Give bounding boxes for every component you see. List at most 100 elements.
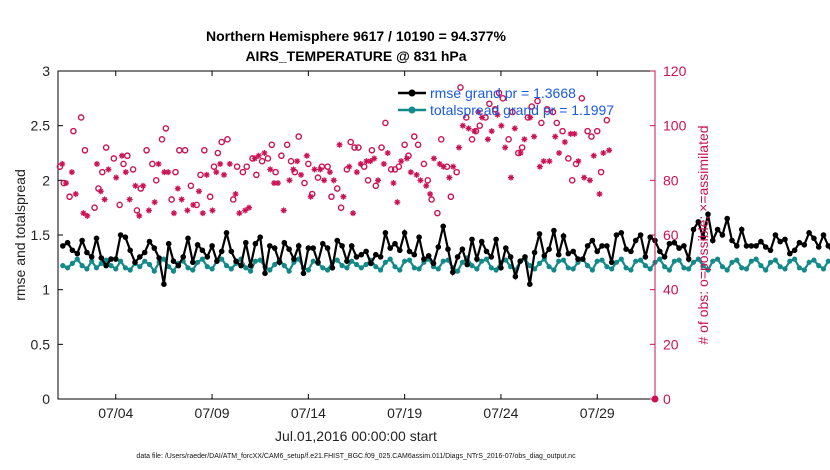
rmse-point [594,248,600,255]
obs-assimilated-marker [536,163,543,170]
rmse-point [348,243,355,249]
totalspread-point [334,257,340,263]
obs-assimilated-marker [581,174,588,181]
totalspread-point [724,267,730,273]
rmse-point [252,240,259,247]
obs-assimilated-marker [151,199,158,206]
legend-rmse-label: rmse grand pr = 1.3668 [430,85,576,101]
right-tick-label: 20 [663,336,679,352]
x-tick-label: 07/04 [98,405,133,421]
totalspread-point [589,267,596,273]
totalspread-point [719,264,726,270]
obs-assimilated-marker [126,196,133,203]
obs-possible-marker [152,177,160,184]
rmse-point [599,243,605,249]
obs-possible-marker [486,100,493,108]
obs-possible-marker [491,105,499,113]
obs-assimilated-marker [398,158,405,165]
totalspread-point [604,264,610,270]
obs-assimilated-marker [190,201,197,208]
totalspread-point [729,259,735,265]
rmse-point [666,240,673,247]
totalspread-point [151,268,157,274]
rmse-point [743,243,750,249]
obs-assimilated-marker [203,171,210,178]
totalspread-point [483,256,490,262]
rmse-point [767,247,774,254]
rmse-point [190,259,196,266]
rmse-point [243,239,249,246]
obs-possible-marker [91,204,98,211]
right-tick-label: 40 [663,282,679,298]
left-axis-ticks: 0 0.5 1 1.5 2 2.5 3 [31,63,63,407]
totalspread-point [782,266,788,272]
rmse-point [397,247,403,254]
obs-assimilated-marker [97,188,104,195]
rmse-point [560,233,567,239]
obs-assimilated-marker [571,130,578,137]
totalspread-point [488,265,494,271]
rmse-point [122,234,129,240]
totalspread-point [715,256,721,262]
obs-assimilated-marker [217,160,224,167]
obs-assimilated-marker [80,210,87,217]
rmse-point [613,232,620,238]
obs-assimilated-marker [140,182,147,189]
obs-assimilated-marker [132,182,139,189]
obs-possible-marker [295,133,303,140]
totalspread-point [339,263,345,269]
rmse-point [772,232,779,238]
totalspread-point [79,263,85,269]
totalspread-point [609,266,615,272]
left-tick-label: 1 [42,282,50,298]
obs-assimilated-marker [436,160,443,167]
totalspread-point [816,263,822,269]
obs-possible-marker [305,160,312,168]
legend-spread-label: totalspread grand pr = 1.1997 [430,102,614,118]
totalspread-point [753,256,759,262]
totalspread-point [127,267,133,273]
totalspread-point [382,259,388,265]
totalspread-point [392,264,398,270]
totalspread-point [185,265,191,271]
obs-assimilated-marker [423,182,430,189]
totalspread-point [455,268,461,274]
obs-assimilated-marker [136,212,143,219]
left-tick-label: 1.5 [31,227,51,243]
totalspread-point [286,268,292,274]
obs-possible-marker [206,193,214,201]
obs-assimilated-marker [93,160,100,167]
rmse-point [315,259,321,266]
rmse-point [281,239,288,246]
rmse-point [464,261,471,268]
obs-assimilated-marker [59,160,66,167]
obs-possible-marker [268,141,276,149]
obs-assimilated-marker [407,169,414,176]
rmse-point [488,254,495,260]
totalspread-point [734,257,740,263]
rmse-point [324,245,331,251]
totalspread-point [503,257,509,263]
obs-possible-marker [424,177,432,184]
obs-assimilated-marker [330,177,337,184]
rmse-point [185,235,191,242]
obs-possible-marker [534,97,541,105]
rmse-point [170,258,177,265]
rmse-point [233,258,239,265]
rmse-point [425,253,432,259]
obs-possible-marker [462,114,470,121]
obs-possible-marker [568,177,576,184]
totalspread-point [469,263,475,269]
rmse-point [368,260,374,267]
rmse-point [661,254,668,260]
totalspread-point [69,260,75,266]
rmse-point [753,243,759,249]
totalspread-point [628,267,634,273]
rmse-point [276,259,283,266]
rmse-point [137,254,143,260]
rmse-point [796,239,803,246]
obs-possible-marker [116,201,123,209]
obs-possible-marker [172,168,179,176]
obs-possible-marker [81,146,89,154]
obs-possible-marker [210,163,218,170]
